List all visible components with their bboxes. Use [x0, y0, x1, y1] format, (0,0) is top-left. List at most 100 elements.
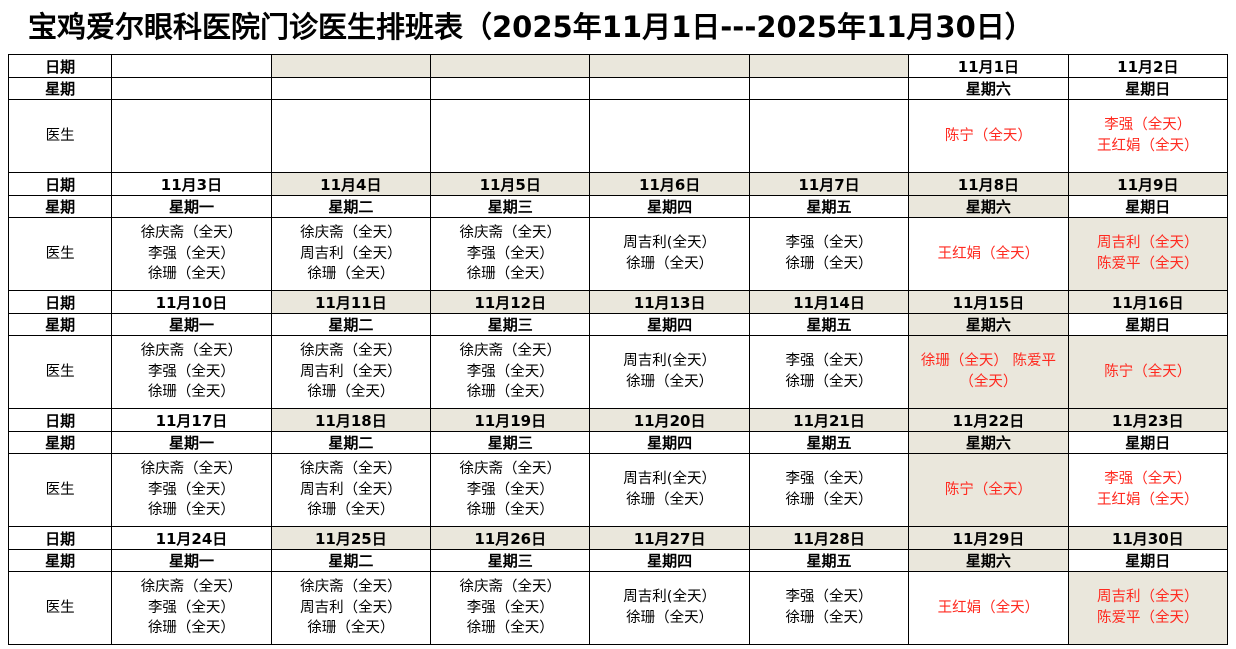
date-cell[interactable] — [270, 54, 432, 78]
date-cell[interactable] — [430, 54, 591, 78]
doctor-cell[interactable]: 徐珊（全天） 陈爱平（全天） — [908, 335, 1069, 409]
doctor-cell[interactable]: 陈宁（全天） — [908, 99, 1069, 173]
weekday-cell[interactable]: 星期三 — [430, 549, 591, 572]
weekday-cell[interactable]: 星期日 — [1067, 313, 1229, 336]
doctor-cell[interactable]: 徐庆斋（全天） 李强（全天） 徐珊（全天） — [111, 453, 272, 527]
date-cell[interactable]: 11月6日 — [589, 172, 750, 196]
weekday-cell[interactable]: 星期日 — [1067, 77, 1229, 100]
date-cell[interactable]: 11月3日 — [111, 172, 272, 196]
doctor-cell[interactable]: 徐庆斋（全天） 周吉利（全天） 徐珊（全天） — [270, 571, 432, 645]
date-cell[interactable]: 11月27日 — [589, 526, 750, 550]
weekday-cell[interactable] — [748, 77, 910, 100]
doctor-cell[interactable]: 徐庆斋（全天） 李强（全天） 徐珊（全天） — [430, 217, 591, 291]
weekday-cell[interactable]: 星期六 — [908, 549, 1069, 572]
weekday-cell[interactable] — [430, 77, 591, 100]
weekday-cell[interactable] — [270, 77, 432, 100]
doctor-cell[interactable]: 徐庆斋（全天） 李强（全天） 徐珊（全天） — [430, 453, 591, 527]
weekday-cell[interactable]: 星期一 — [111, 313, 272, 336]
doctor-cell[interactable]: 周吉利(全天） 徐珊（全天） — [589, 571, 750, 645]
date-cell[interactable]: 11月14日 — [748, 290, 910, 314]
doctor-cell[interactable]: 徐庆斋（全天） 李强（全天） 徐珊（全天） — [111, 571, 272, 645]
doctor-cell[interactable]: 周吉利(全天） 徐珊（全天） — [589, 217, 750, 291]
date-cell[interactable]: 11月9日 — [1067, 172, 1229, 196]
weekday-cell[interactable]: 星期日 — [1067, 195, 1229, 218]
weekday-cell[interactable]: 星期三 — [430, 431, 591, 454]
date-cell[interactable]: 11月17日 — [111, 408, 272, 432]
weekday-cell[interactable]: 星期四 — [589, 313, 750, 336]
weekday-cell[interactable]: 星期五 — [748, 313, 910, 336]
date-cell[interactable]: 11月30日 — [1067, 526, 1229, 550]
doctor-cell[interactable]: 徐庆斋（全天） 李强（全天） 徐珊（全天） — [430, 335, 591, 409]
date-cell[interactable]: 11月13日 — [589, 290, 750, 314]
weekday-cell[interactable]: 星期六 — [908, 431, 1069, 454]
weekday-cell[interactable]: 星期一 — [111, 549, 272, 572]
date-cell[interactable]: 11月22日 — [908, 408, 1069, 432]
doctor-cell[interactable]: 李强（全天） 王红娟（全天） — [1067, 453, 1229, 527]
doctor-cell[interactable]: 李强（全天） 徐珊（全天） — [748, 571, 910, 645]
weekday-cell[interactable]: 星期五 — [748, 195, 910, 218]
weekday-cell[interactable]: 星期二 — [270, 549, 432, 572]
doctor-cell[interactable]: 王红娟（全天） — [908, 217, 1069, 291]
date-cell[interactable]: 11月12日 — [430, 290, 591, 314]
date-cell[interactable]: 11月1日 — [908, 54, 1069, 78]
weekday-cell[interactable]: 星期日 — [1067, 431, 1229, 454]
date-cell[interactable]: 11月10日 — [111, 290, 272, 314]
doctor-cell[interactable]: 王红娟（全天） — [908, 571, 1069, 645]
doctor-cell[interactable]: 徐庆斋（全天） 李强（全天） 徐珊（全天） — [111, 335, 272, 409]
doctor-cell[interactable]: 李强（全天） 徐珊（全天） — [748, 217, 910, 291]
weekday-cell[interactable]: 星期日 — [1067, 549, 1229, 572]
weekday-cell[interactable]: 星期一 — [111, 195, 272, 218]
weekday-cell[interactable]: 星期二 — [270, 313, 432, 336]
weekday-cell[interactable]: 星期二 — [270, 195, 432, 218]
date-cell[interactable]: 11月15日 — [908, 290, 1069, 314]
date-cell[interactable] — [748, 54, 910, 78]
date-cell[interactable]: 11月2日 — [1067, 54, 1229, 78]
date-cell[interactable]: 11月7日 — [748, 172, 910, 196]
weekday-cell[interactable] — [111, 77, 272, 100]
doctor-cell[interactable]: 徐庆斋（全天） 周吉利（全天） 徐珊（全天） — [270, 335, 432, 409]
weekday-cell[interactable]: 星期六 — [908, 77, 1069, 100]
weekday-cell[interactable]: 星期四 — [589, 431, 750, 454]
date-cell[interactable]: 11月8日 — [908, 172, 1069, 196]
weekday-cell[interactable]: 星期三 — [430, 195, 591, 218]
doctor-cell[interactable]: 李强（全天） 徐珊（全天） — [748, 335, 910, 409]
date-cell[interactable] — [589, 54, 750, 78]
date-cell[interactable]: 11月4日 — [270, 172, 432, 196]
date-cell[interactable]: 11月19日 — [430, 408, 591, 432]
date-cell[interactable]: 11月24日 — [111, 526, 272, 550]
doctor-cell[interactable]: 徐庆斋（全天） 李强（全天） 徐珊（全天） — [111, 217, 272, 291]
date-cell[interactable]: 11月18日 — [270, 408, 432, 432]
date-cell[interactable]: 11月25日 — [270, 526, 432, 550]
date-cell[interactable]: 11月26日 — [430, 526, 591, 550]
doctor-cell[interactable]: 周吉利(全天） 徐珊（全天） — [589, 335, 750, 409]
weekday-cell[interactable]: 星期四 — [589, 549, 750, 572]
date-cell[interactable]: 11月16日 — [1067, 290, 1229, 314]
doctor-cell[interactable] — [748, 99, 910, 173]
weekday-cell[interactable]: 星期五 — [748, 549, 910, 572]
doctor-cell[interactable]: 周吉利（全天） 陈爱平（全天） — [1067, 571, 1229, 645]
weekday-cell[interactable]: 星期一 — [111, 431, 272, 454]
date-cell[interactable]: 11月23日 — [1067, 408, 1229, 432]
date-cell[interactable]: 11月11日 — [270, 290, 432, 314]
doctor-cell[interactable]: 李强（全天） 徐珊（全天） — [748, 453, 910, 527]
doctor-cell[interactable]: 陈宁（全天） — [908, 453, 1069, 527]
doctor-cell[interactable]: 周吉利（全天） 陈爱平（全天） — [1067, 217, 1229, 291]
date-cell[interactable]: 11月21日 — [748, 408, 910, 432]
doctor-cell[interactable]: 陈宁（全天） — [1067, 335, 1229, 409]
doctor-cell[interactable]: 李强（全天） 王红娟（全天） — [1067, 99, 1229, 173]
doctor-cell[interactable]: 徐庆斋（全天） 李强（全天） 徐珊（全天） — [430, 571, 591, 645]
doctor-cell[interactable] — [430, 99, 591, 173]
doctor-cell[interactable]: 周吉利(全天） 徐珊（全天） — [589, 453, 750, 527]
date-cell[interactable] — [111, 54, 272, 78]
weekday-cell[interactable]: 星期三 — [430, 313, 591, 336]
weekday-cell[interactable]: 星期四 — [589, 195, 750, 218]
doctor-cell[interactable] — [589, 99, 750, 173]
doctor-cell[interactable] — [270, 99, 432, 173]
date-cell[interactable]: 11月28日 — [748, 526, 910, 550]
weekday-cell[interactable]: 星期六 — [908, 195, 1069, 218]
doctor-cell[interactable]: 徐庆斋（全天） 周吉利（全天） 徐珊（全天） — [270, 217, 432, 291]
date-cell[interactable]: 11月29日 — [908, 526, 1069, 550]
date-cell[interactable]: 11月5日 — [430, 172, 591, 196]
weekday-cell[interactable]: 星期二 — [270, 431, 432, 454]
date-cell[interactable]: 11月20日 — [589, 408, 750, 432]
